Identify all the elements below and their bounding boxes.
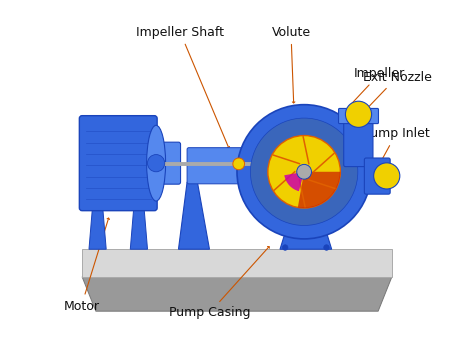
Circle shape bbox=[147, 154, 164, 172]
Text: Impeller: Impeller bbox=[328, 67, 405, 128]
Circle shape bbox=[324, 245, 329, 250]
FancyBboxPatch shape bbox=[79, 116, 157, 211]
Circle shape bbox=[268, 136, 340, 208]
Polygon shape bbox=[179, 182, 210, 249]
Text: Impeller Shaft: Impeller Shaft bbox=[136, 26, 229, 148]
Circle shape bbox=[374, 163, 400, 189]
Circle shape bbox=[346, 101, 372, 127]
Text: Pump Casing: Pump Casing bbox=[169, 247, 269, 319]
Circle shape bbox=[297, 164, 311, 179]
Polygon shape bbox=[82, 249, 392, 277]
Polygon shape bbox=[82, 277, 392, 311]
Polygon shape bbox=[89, 208, 106, 249]
Circle shape bbox=[250, 118, 358, 226]
Polygon shape bbox=[280, 230, 332, 249]
Text: Volute: Volute bbox=[272, 26, 310, 103]
FancyBboxPatch shape bbox=[338, 109, 378, 124]
FancyBboxPatch shape bbox=[154, 142, 181, 184]
Circle shape bbox=[283, 245, 288, 250]
Text: Pump Inlet: Pump Inlet bbox=[363, 127, 429, 163]
FancyBboxPatch shape bbox=[365, 158, 390, 194]
Ellipse shape bbox=[146, 125, 165, 201]
Circle shape bbox=[233, 158, 245, 170]
Wedge shape bbox=[284, 172, 304, 191]
Circle shape bbox=[237, 105, 371, 239]
FancyBboxPatch shape bbox=[187, 148, 249, 184]
Polygon shape bbox=[130, 208, 147, 249]
Text: Exit Nozzle: Exit Nozzle bbox=[361, 71, 431, 114]
Wedge shape bbox=[298, 172, 340, 208]
FancyBboxPatch shape bbox=[344, 117, 373, 167]
Text: Motor: Motor bbox=[64, 218, 109, 313]
